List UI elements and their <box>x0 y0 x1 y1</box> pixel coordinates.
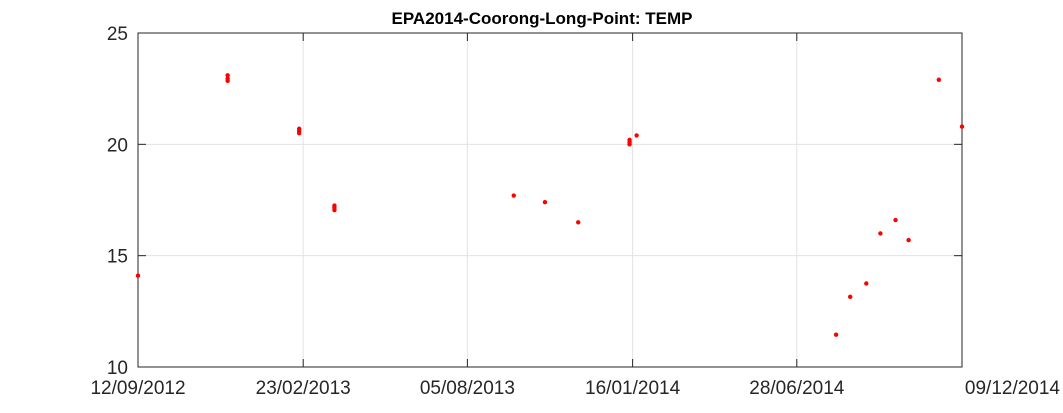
y-tick-label: 20 <box>107 135 128 156</box>
grid-layer <box>138 33 962 367</box>
data-point <box>542 200 548 205</box>
chart-title: EPA2014-Coorong-Long-Point: TEMP <box>392 9 693 28</box>
data-point <box>878 231 883 236</box>
data-point <box>135 273 141 278</box>
data-point <box>847 294 853 300</box>
data-point <box>627 142 632 147</box>
data-point <box>833 332 839 337</box>
x-tick-label: 05/08/2013 <box>420 378 515 399</box>
data-point <box>332 207 337 213</box>
y-axis: 10 15 20 25 <box>107 24 962 379</box>
data-point <box>511 193 516 198</box>
data-point <box>893 217 898 223</box>
data-point <box>864 281 869 286</box>
plot-area <box>137 32 963 368</box>
data-point <box>906 237 911 243</box>
data-points <box>135 73 965 337</box>
x-tick-label: 28/06/2014 <box>749 378 845 399</box>
x-tick-label: 09/12/2014 <box>965 378 1061 399</box>
x-tick-label: 23/02/2013 <box>256 378 351 399</box>
x-tick-label: 16/01/2014 <box>585 378 681 399</box>
data-point <box>225 78 230 84</box>
data-point <box>959 124 965 129</box>
y-tick-label: 10 <box>107 358 128 379</box>
y-tick-label: 15 <box>107 247 128 268</box>
x-axis: 12/09/2012 23/02/2013 05/08/2013 16/01/2014… <box>90 33 1060 399</box>
data-point <box>634 133 639 138</box>
data-point <box>576 220 581 225</box>
data-point <box>296 131 302 136</box>
data-point <box>225 73 230 78</box>
y-tick-label: 25 <box>107 24 128 45</box>
data-point <box>936 77 942 82</box>
x-tick-label: 12/09/2012 <box>90 378 185 399</box>
